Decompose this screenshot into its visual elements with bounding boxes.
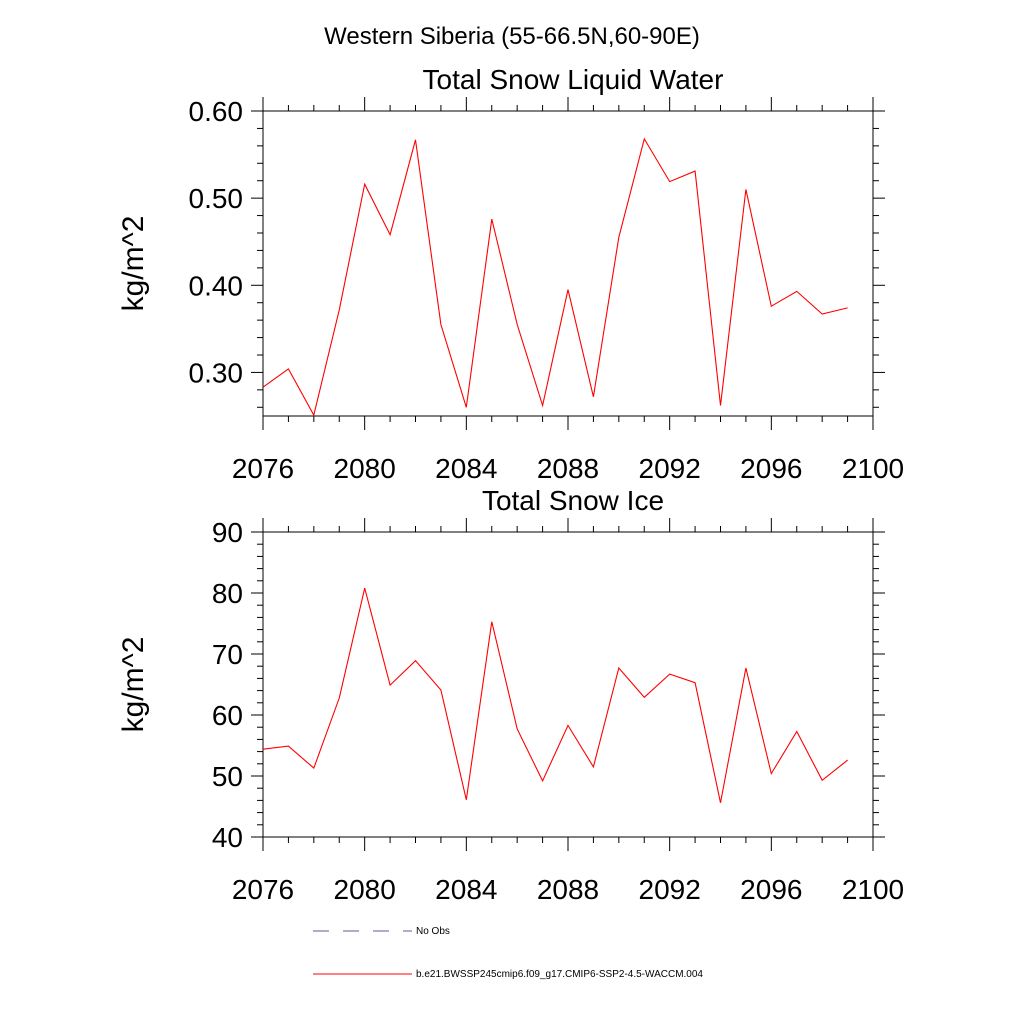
y-tick-label: 0.30 <box>189 357 244 388</box>
x-tick-label: 2096 <box>740 453 802 484</box>
plots-group: Total Snow Liquid Water kg/m^2 2076 2080 208… <box>117 64 904 905</box>
panel-liquid: Total Snow Liquid Water kg/m^2 2076 2080 208… <box>117 64 904 484</box>
y-tick-label: 70 <box>212 639 243 670</box>
y-axis-label: kg/m^2 <box>117 216 150 312</box>
x-tick-label: 2088 <box>537 453 599 484</box>
figure-title: Western Siberia (55-66.5N,60-90E) <box>324 23 700 50</box>
y-tick-label: 40 <box>212 822 243 853</box>
x-tick-label: 2080 <box>334 874 396 905</box>
panel-ice: Total Snow Ice kg/m^2 2076 2080 2084 2088 2092… <box>117 485 904 905</box>
plot-frame <box>262 531 874 838</box>
x-tick-label: 2096 <box>740 874 802 905</box>
plot-frame <box>262 110 874 417</box>
panel-title: Total Snow Ice <box>482 485 664 516</box>
x-tick-label: 2100 <box>842 874 904 905</box>
series-line-liquid <box>262 137 848 417</box>
legend: No Obs b.e21.BWSSP245cmip6.f09_g17.CMIP6… <box>313 926 703 980</box>
series-line-ice <box>262 587 848 803</box>
x-tick-label: 2092 <box>639 453 701 484</box>
x-tick-label: 2092 <box>639 874 701 905</box>
y-tick-label: 0.50 <box>189 183 244 214</box>
y-tick-label: 90 <box>212 517 243 548</box>
y-tick-label: 80 <box>212 578 243 609</box>
y-tick-label: 0.40 <box>189 270 244 301</box>
x-tick-label: 2100 <box>842 453 904 484</box>
legend-label-no-obs: No Obs <box>416 926 450 937</box>
x-tick-label: 2084 <box>435 874 497 905</box>
panel-title: Total Snow Liquid Water <box>423 64 724 95</box>
y-tick-label: 0.60 <box>189 96 244 127</box>
legend-label-model: b.e21.BWSSP245cmip6.f09_g17.CMIP6-SSP2-4… <box>416 969 703 980</box>
x-tick-label: 2084 <box>435 453 497 484</box>
x-tick-label: 2076 <box>232 453 294 484</box>
x-tick-label: 2080 <box>334 453 396 484</box>
y-tick-label: 60 <box>212 700 243 731</box>
y-tick-label: 50 <box>212 761 243 792</box>
x-tick-label: 2088 <box>537 874 599 905</box>
y-axis-label: kg/m^2 <box>117 637 150 733</box>
x-tick-label: 2076 <box>232 874 294 905</box>
